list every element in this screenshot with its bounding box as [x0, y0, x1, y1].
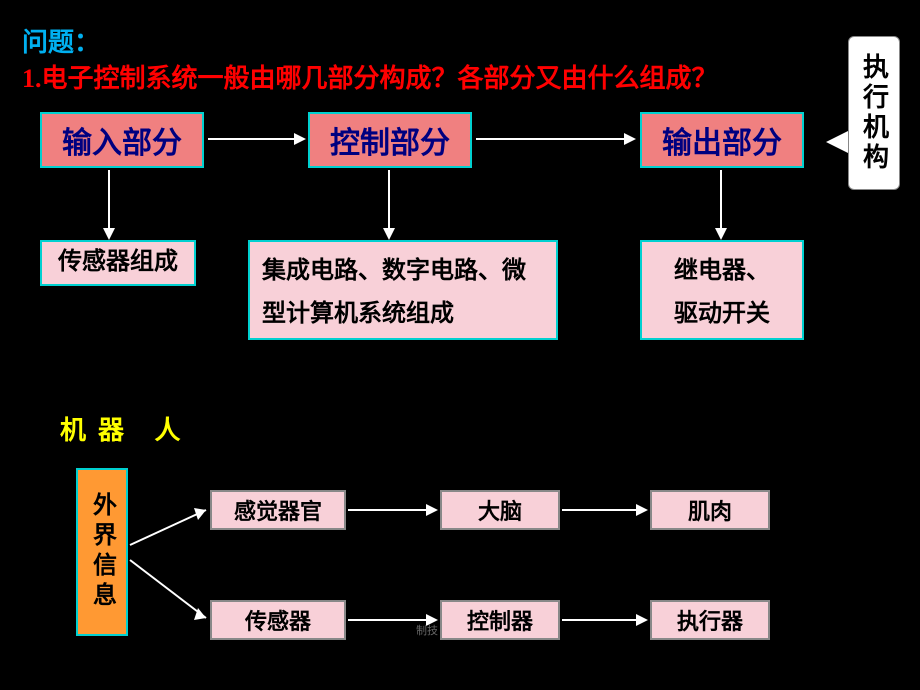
watermark: 制技 — [416, 622, 438, 638]
arrow-control-down-head — [383, 228, 395, 240]
arrow-output-down-head — [715, 228, 727, 240]
box-sensor: 传感器 — [210, 600, 346, 640]
arrow-r2-1 — [348, 619, 426, 621]
callout-actuator: 执行机构 — [848, 36, 900, 190]
box-control-sub: 集成电路、数字电路、微型计算机系统组成 — [248, 240, 558, 340]
diagonal-lines — [0, 0, 920, 690]
callout-tail — [826, 130, 850, 154]
line-output-down — [720, 170, 722, 230]
arrow-input-down-head — [103, 228, 115, 240]
box-sense-organ: 感觉器官 — [210, 490, 346, 530]
arrow-input-control — [208, 138, 294, 140]
box-executor: 执行器 — [650, 600, 770, 640]
arrow-control-output — [476, 138, 624, 140]
arrow-input-control-head — [294, 133, 306, 145]
question-text: 1.电子控制系统一般由哪几部分构成？各部分又由什么组成？ — [22, 58, 718, 95]
box-output-main: 输出部分 — [640, 112, 804, 168]
arrow-r1-2-head — [636, 504, 648, 516]
section-robot-label: 机器 人 — [60, 410, 193, 447]
line-control-down — [388, 170, 390, 230]
box-output-sub: 继电器、 驱动开关 — [640, 240, 804, 340]
arrow-control-output-head — [624, 133, 636, 145]
box-controller: 控制器 — [440, 600, 560, 640]
arrow-r2-2 — [562, 619, 636, 621]
box-input-main: 输入部分 — [40, 112, 204, 168]
question-label: 问题： — [22, 22, 100, 59]
arrow-r2-2-head — [636, 614, 648, 626]
box-muscle: 肌肉 — [650, 490, 770, 530]
box-control-main: 控制部分 — [308, 112, 472, 168]
box-brain: 大脑 — [440, 490, 560, 530]
box-input-sub: 传感器组成 — [40, 240, 196, 286]
line-input-down — [108, 170, 110, 230]
arrow-r1-1-head — [426, 504, 438, 516]
arrow-r1-2 — [562, 509, 636, 511]
box-external-info: 外界信息 — [76, 468, 128, 636]
arrow-r1-1 — [348, 509, 426, 511]
